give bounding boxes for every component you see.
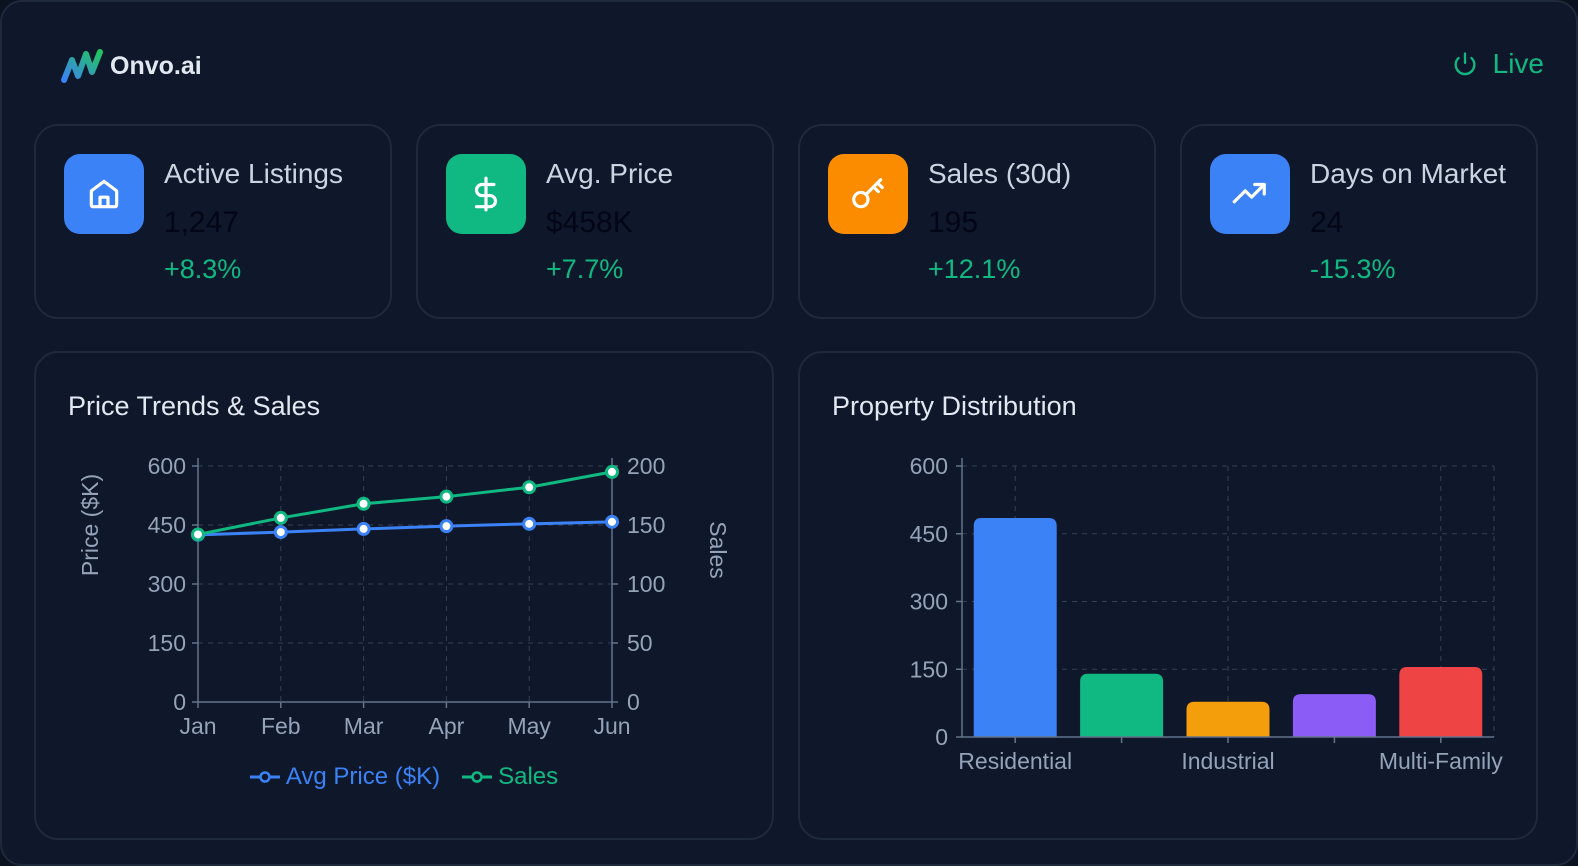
stat-label: Days on Market xyxy=(1310,158,1507,189)
dollar-icon xyxy=(474,176,497,212)
onvo-logo-icon xyxy=(61,49,103,83)
legend-label: Sales xyxy=(498,763,559,790)
y-tick-label-right: 200 xyxy=(627,453,665,479)
data-point xyxy=(522,480,537,495)
legend-label: Avg Price ($K) xyxy=(285,763,441,790)
data-point xyxy=(522,516,537,531)
y-tick-label: 600 xyxy=(148,453,186,479)
y-tick-label: 0 xyxy=(173,689,186,715)
stat-card-avg-price: Avg. Price $458K +7.7% xyxy=(416,124,774,319)
stat-card-active-listings: Active Listings 1,247 +8.3% xyxy=(34,124,392,319)
stat-icon-box xyxy=(64,154,144,234)
x-tick-label: Apr xyxy=(429,713,465,739)
y-tick-label: 450 xyxy=(148,512,186,538)
series-line xyxy=(197,520,613,537)
live-status[interactable]: Live xyxy=(1451,48,1544,80)
legend-line-icon xyxy=(462,771,493,783)
property-distribution-chart: 0 150 300 450 600 Residential Industrial Multi-… xyxy=(910,453,1504,774)
home-icon xyxy=(89,179,119,209)
stat-card-sales: Sales (30d) 195 +12.1% xyxy=(798,124,1156,319)
y-tick-label-right: 0 xyxy=(627,689,640,715)
legend-item-sales[interactable]: Sales xyxy=(462,763,558,791)
panel-title: Price Trends & Sales xyxy=(68,391,321,421)
power-icon xyxy=(1454,52,1476,76)
stat-label: Avg. Price xyxy=(546,158,674,189)
stat-label: Active Listings xyxy=(164,158,343,189)
x-tick-label: May xyxy=(507,713,551,739)
stat-change: -15.3% xyxy=(1310,254,1396,284)
x-tick-label: Jun xyxy=(593,713,630,739)
stat-value: $458K xyxy=(546,206,633,239)
data-point xyxy=(605,514,619,529)
price-trends-panel: Price Trends & Sales 0 150 300 450 600 0 50 100… xyxy=(34,351,774,840)
x-tick-label: Feb xyxy=(261,713,301,739)
legend-item-avg-price[interactable]: Avg Price ($K) xyxy=(249,763,441,791)
y-tick-label: 450 xyxy=(910,521,948,547)
series-line xyxy=(197,470,613,536)
bar-residential xyxy=(973,517,1057,737)
stat-change: +8.3% xyxy=(164,254,242,284)
bar-land xyxy=(1292,694,1376,737)
y-tick-label: 300 xyxy=(910,589,948,615)
stat-value: 24 xyxy=(1310,206,1344,239)
stat-icon-box xyxy=(446,154,526,234)
y-tick-label: 0 xyxy=(935,724,948,750)
y-tick-label: 150 xyxy=(148,630,186,656)
y-axis-title-left: Price ($K) xyxy=(77,474,103,576)
y-tick-label-right: 150 xyxy=(627,512,665,538)
brand-logo[interactable]: Onvo.ai xyxy=(60,46,202,86)
y-axis-title-right: Sales xyxy=(705,521,731,579)
x-tick-label: Mar xyxy=(344,713,384,739)
x-tick-label: Jan xyxy=(179,713,216,739)
price-trends-chart: 0 150 300 450 600 0 50 100 150 200 Jan Feb Mar Apr May… xyxy=(77,453,731,739)
data-point xyxy=(356,521,371,536)
panel-title: Property Distribution xyxy=(832,391,1077,421)
data-point xyxy=(273,510,288,525)
data-point xyxy=(439,489,454,504)
header: Onvo.ai Live xyxy=(60,42,1544,88)
live-label: Live xyxy=(1492,48,1544,79)
stat-value: 195 xyxy=(928,206,979,239)
stat-value: 1,247 xyxy=(164,206,240,239)
bar-industrial xyxy=(1186,701,1270,737)
x-tick-label: Residential xyxy=(958,748,1072,774)
data-point xyxy=(191,527,205,542)
stat-icon-box xyxy=(1210,154,1290,234)
stat-change: +12.1% xyxy=(928,254,1021,284)
y-tick-label-right: 100 xyxy=(627,571,665,597)
y-tick-label-right: 50 xyxy=(627,630,653,656)
data-point xyxy=(356,496,371,511)
key-icon xyxy=(852,178,884,209)
bar-multi-family xyxy=(1399,666,1483,737)
chart-legend: Avg Price ($K) Sales xyxy=(36,763,772,791)
x-tick-label: Industrial xyxy=(1181,748,1274,774)
stat-label: Sales (30d) xyxy=(928,158,1072,189)
property-distribution-panel: Property Distribution 0 150 300 450 600 Resid… xyxy=(798,351,1538,840)
stat-card-days-on-market: Days on Market 24 -15.3% xyxy=(1180,124,1538,319)
y-tick-label: 150 xyxy=(910,656,948,682)
stat-icon-box xyxy=(828,154,908,234)
bar-commercial xyxy=(1080,673,1164,737)
data-point xyxy=(273,525,288,540)
y-tick-label: 300 xyxy=(148,571,186,597)
brand-name: Onvo.ai xyxy=(110,51,202,80)
legend-line-icon xyxy=(249,771,280,783)
stat-change: +7.7% xyxy=(546,254,624,284)
x-tick-label: Multi-Family xyxy=(1379,748,1503,774)
trending-up-icon xyxy=(1232,182,1266,204)
data-point xyxy=(439,519,454,534)
data-point xyxy=(605,464,619,479)
y-tick-label: 600 xyxy=(910,453,948,479)
